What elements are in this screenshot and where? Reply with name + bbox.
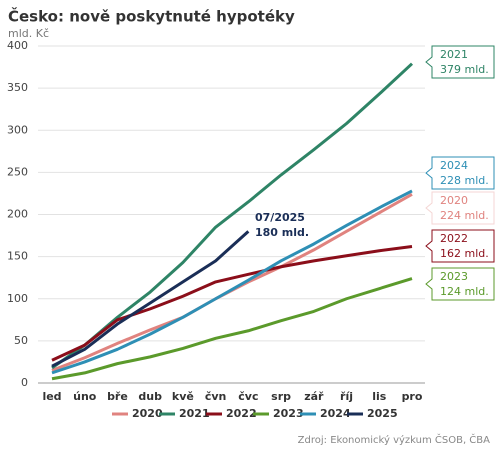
y-tick-label: 250: [7, 165, 28, 178]
legend-label: 2024: [320, 407, 351, 420]
callout-text: 379 mld.: [440, 63, 489, 76]
x-tick-label: bře: [107, 390, 128, 403]
callout-text: 2022: [440, 232, 468, 245]
callout-text: 2024: [440, 159, 468, 172]
x-tick-label: srp: [271, 390, 291, 403]
x-tick-label: zář: [304, 390, 324, 403]
y-tick-label: 350: [7, 81, 28, 94]
x-tick-label: kvě: [172, 390, 194, 403]
end-label: 180 mld.: [255, 226, 309, 239]
callout-text: 162 mld.: [440, 247, 489, 260]
chart-title: Česko: nově poskytnuté hypotéky: [8, 7, 295, 26]
callout-box: [425, 267, 495, 301]
series-line: [51, 230, 250, 368]
series-line: [51, 277, 413, 381]
x-tick-label: dub: [138, 390, 162, 403]
legend-label: 2022: [226, 407, 257, 420]
x-tick-label: pro: [402, 390, 423, 403]
series-line: [51, 62, 414, 370]
x-tick-label: úno: [73, 390, 97, 403]
y-tick-label: 150: [7, 250, 28, 263]
series-line: [51, 245, 413, 362]
callout-text: 2020: [440, 194, 468, 207]
y-tick-label: 100: [7, 292, 28, 305]
legend-label: 2025: [367, 407, 398, 420]
series-line: [51, 189, 413, 375]
unit-label: mld. Kč: [8, 27, 49, 40]
legend-label: 2023: [273, 407, 304, 420]
callout-text: 2021: [440, 48, 468, 61]
end-label: 07/2025: [255, 211, 305, 224]
x-tick-label: říj: [340, 390, 353, 403]
x-tick-label: čvc: [238, 390, 258, 403]
y-tick-label: 200: [7, 208, 28, 221]
callout-text: 224 mld.: [440, 209, 489, 222]
x-tick-label: lis: [372, 390, 387, 403]
callout-text: 2023: [440, 270, 468, 283]
callout-box: [425, 45, 495, 79]
y-tick-label: 300: [7, 123, 28, 136]
callout-box: [425, 229, 495, 263]
x-tick-label: čvn: [205, 390, 227, 403]
callout-box: [425, 156, 495, 190]
callout-box: [425, 191, 495, 225]
callout-text: 124 mld.: [440, 285, 489, 298]
source: Zdroj: Ekonomický výzkum ČSOB, ČBA: [298, 433, 490, 446]
callout-text: 228 mld.: [440, 174, 489, 187]
legend-label: 2021: [179, 407, 210, 420]
y-tick-label: 400: [7, 39, 28, 52]
x-tick-label: led: [42, 390, 61, 403]
legend-label: 2020: [132, 407, 163, 420]
y-tick-label: 0: [21, 376, 28, 389]
y-tick-label: 50: [14, 334, 28, 347]
